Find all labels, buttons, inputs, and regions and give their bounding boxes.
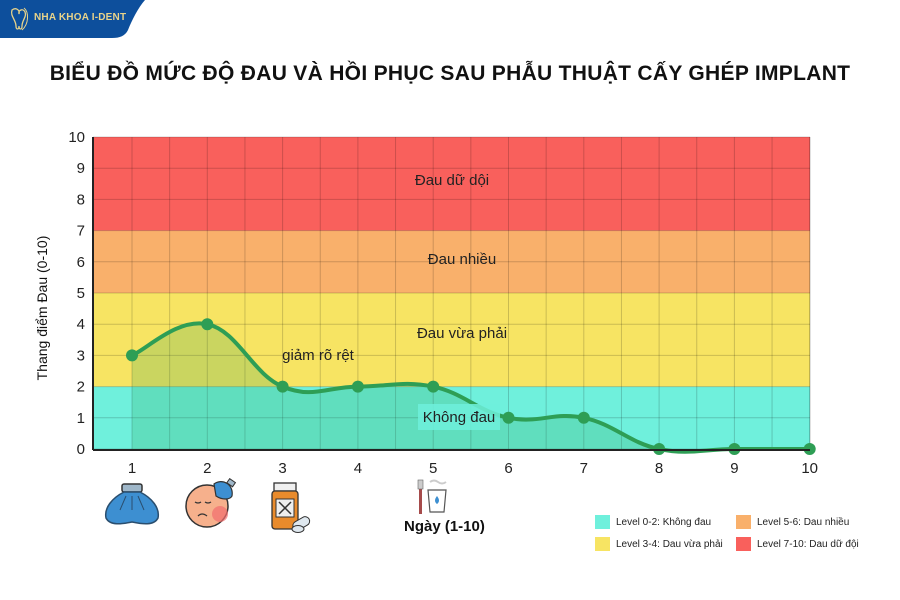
toothbrush-cup-icon — [417, 479, 447, 514]
band-label: Đau nhiều — [428, 251, 496, 268]
annotation-decrease: giảm rõ rệt — [282, 347, 355, 364]
x-tick-label: 9 — [730, 460, 738, 477]
data-point — [351, 380, 364, 393]
ice-pack-icon — [104, 483, 160, 525]
area-fill — [132, 323, 810, 452]
band-label: Đau dữ dội — [415, 172, 489, 189]
data-point — [502, 411, 515, 424]
legend-swatch — [736, 515, 751, 529]
legend-swatch — [595, 537, 610, 551]
legend-label: Level 0-2: Không đau — [616, 516, 712, 528]
data-point — [427, 380, 440, 393]
medicine-bottle-icon — [271, 482, 311, 533]
x-tick-label: 4 — [354, 460, 362, 477]
data-point — [577, 411, 590, 424]
legend-swatch — [736, 537, 751, 551]
pain-band — [93, 137, 810, 231]
band-label: Đau vừa phải — [417, 325, 507, 342]
data-point — [201, 318, 214, 331]
x-tick-label: 10 — [801, 460, 818, 477]
y-tick-label: 8 — [77, 191, 85, 208]
x-axis-label: Ngày (1-10) — [404, 518, 485, 535]
y-tick-label: 3 — [77, 347, 85, 364]
legend-item-severe-pain: Level 7-10: Dau dữ đội — [736, 537, 859, 551]
legend-item-high-pain: Level 5-6: Dau nhiều — [736, 515, 849, 529]
x-tick-label: 1 — [128, 460, 136, 477]
pain-line — [131, 321, 810, 454]
brand-background — [0, 0, 145, 38]
x-tick-label: 2 — [203, 460, 211, 477]
pain-band — [93, 230, 810, 293]
tooth-logo-icon — [10, 7, 28, 31]
y-tick-label: 2 — [77, 379, 85, 396]
swollen-face-icon — [185, 478, 237, 528]
pain-band — [93, 293, 810, 387]
y-tick-label: 6 — [77, 254, 85, 271]
x-tick-label: 3 — [278, 460, 286, 477]
legend-item-no-pain: Level 0-2: Không đau — [595, 515, 711, 529]
legend-label: Level 3-4: Dau vừa phải — [616, 538, 723, 550]
legend-label: Level 7-10: Dau dữ đội — [757, 538, 859, 550]
legend-label: Level 5-6: Dau nhiều — [757, 516, 850, 528]
brand-name: NHA KHOA I-DENT — [34, 12, 127, 23]
y-tick-label: 7 — [77, 223, 85, 240]
y-tick-label: 5 — [77, 285, 85, 302]
data-point — [126, 349, 138, 362]
annotation-no-pain: Không đau — [423, 409, 496, 426]
y-tick-label: 9 — [77, 160, 85, 177]
legend-swatch — [595, 515, 610, 529]
y-tick-label: 0 — [77, 441, 85, 458]
annotation-bg — [418, 404, 500, 430]
y-tick-label: 1 — [77, 410, 85, 427]
x-tick-label: 7 — [580, 460, 588, 477]
x-tick-label: 6 — [504, 460, 512, 477]
y-tick-label: 10 — [68, 129, 85, 146]
legend-item-moderate-pain: Level 3-4: Dau vừa phải — [595, 537, 723, 551]
data-point — [276, 380, 289, 393]
y-axis-label: Thang điểm Đau (0-10) — [34, 235, 50, 381]
chart-title: BIỂU ĐỒ MỨC ĐỘ ĐAU VÀ HỒI PHỤC SAU PHẪU … — [49, 62, 851, 85]
x-tick-label: 8 — [655, 460, 663, 477]
y-tick-label: 4 — [77, 316, 85, 333]
x-tick-label: 5 — [429, 460, 437, 477]
brand-banner: NHA KHOA I-DENT — [0, 0, 150, 38]
